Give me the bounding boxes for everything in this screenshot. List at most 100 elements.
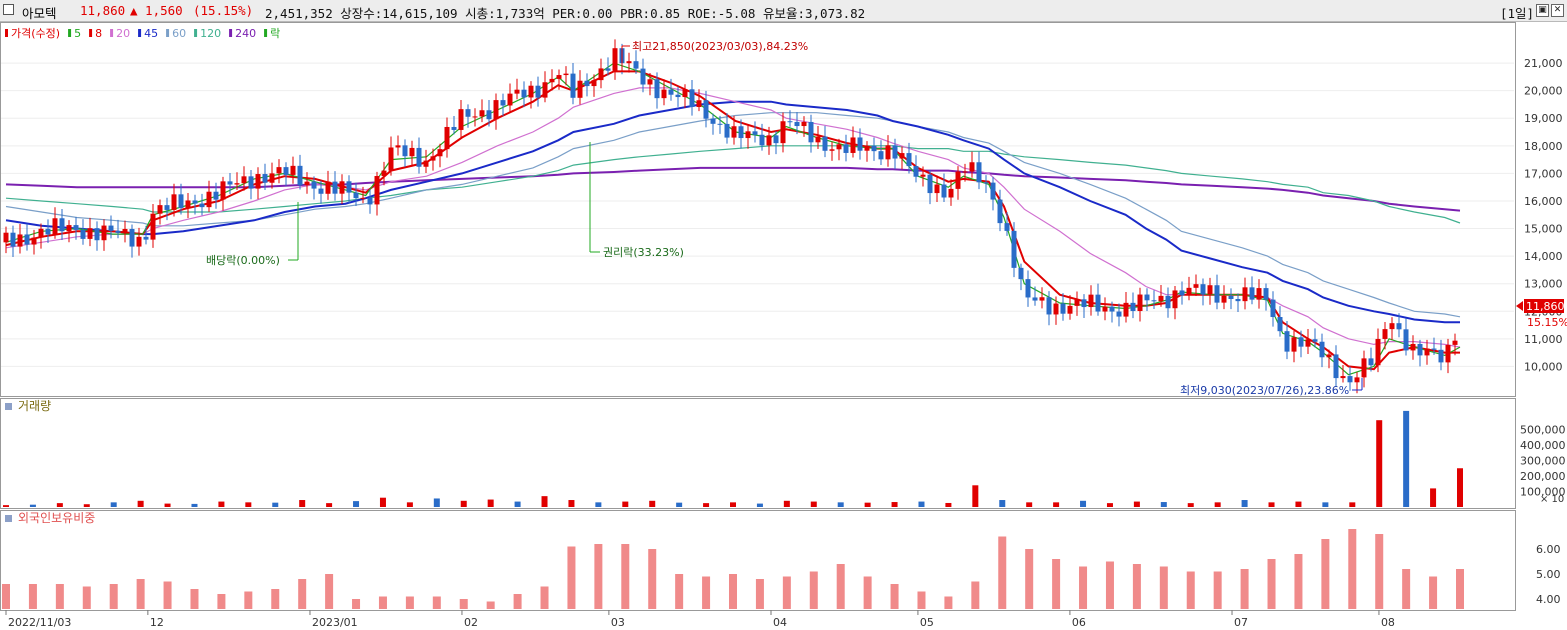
price-tick-label: 13,000 [1524, 278, 1563, 291]
candle-body [1389, 323, 1395, 330]
foreign-bar [82, 586, 91, 609]
date-tick-label: 02 [464, 616, 478, 629]
candle-body [1011, 230, 1017, 268]
candle-body [1053, 303, 1059, 315]
date-tick-label: 07 [1234, 616, 1248, 629]
volume-bar [1295, 501, 1302, 507]
candle-body [1417, 343, 1423, 356]
candle-body [892, 145, 898, 159]
candle-body [17, 234, 23, 247]
volume-panel-icon [5, 403, 12, 410]
candle-body [948, 188, 954, 198]
volume-bar [460, 500, 467, 507]
candle-body [458, 109, 464, 130]
candle-body [1438, 349, 1444, 363]
candle-body [710, 118, 716, 124]
volume-bar [864, 502, 871, 507]
candle-body [759, 134, 765, 146]
foreign-bar [863, 576, 872, 609]
candle-body [185, 200, 191, 208]
volume-bar [649, 500, 656, 507]
dividend-annotation: 배당락(0.00%) [206, 202, 299, 267]
volume-bar [3, 505, 9, 507]
candle-body [24, 234, 30, 245]
foreign-tick-label: 6.00 [1536, 543, 1561, 556]
candle-body [857, 137, 863, 151]
candle-body [451, 126, 457, 130]
candle-body [528, 85, 534, 98]
volume-bar [972, 485, 979, 507]
candle-body [1249, 287, 1255, 300]
candle-body [346, 181, 352, 193]
volume-bar [945, 502, 952, 507]
legend-swatch [194, 29, 198, 37]
close-icon[interactable]: ✕ [1551, 4, 1564, 17]
candle-body [885, 145, 891, 160]
candle-body [500, 100, 506, 106]
candle-body [1354, 377, 1360, 383]
price-tick-label: 15,000 [1524, 223, 1563, 236]
foreign-bar [1294, 554, 1303, 609]
foreign-panel: 외국인보유비중 6.00 5.00 4.00 [0, 510, 1561, 611]
foreign-bar [944, 596, 953, 609]
candle-body [983, 182, 989, 184]
foreign-bar [1402, 569, 1411, 609]
candle-body [1186, 287, 1192, 296]
candle-body [1018, 267, 1024, 280]
quote-info: 2,451,352 상장수:14,615,109 시총:1,733억 PER:0… [265, 6, 866, 21]
candle-body [402, 145, 408, 157]
volume-bar [1080, 500, 1087, 507]
candle-body [598, 68, 604, 81]
candle-body [1424, 348, 1430, 356]
candle-body [143, 236, 149, 240]
candle-body [80, 229, 86, 239]
candle-body [1060, 303, 1066, 314]
candle-body [423, 160, 429, 167]
volume-bar [541, 496, 548, 507]
foreign-bar [1240, 569, 1249, 609]
candle-body [255, 174, 261, 189]
candle-body [675, 94, 681, 98]
foreign-bar [1375, 534, 1384, 609]
candle-body [171, 194, 177, 210]
candle-body [521, 89, 527, 98]
candle-body [738, 126, 744, 139]
volume-tick-label: 400,000 [1520, 439, 1566, 452]
candle-body [1305, 339, 1311, 347]
date-tick-label: 2023/01 [312, 616, 358, 629]
volume-bar [353, 501, 360, 507]
foreign-bar [1025, 549, 1034, 609]
foreign-bar [702, 576, 711, 609]
volume-bar [245, 502, 252, 507]
select-checkbox[interactable] [3, 4, 14, 15]
candle-body [1256, 288, 1262, 300]
candle-body [801, 121, 807, 127]
candle-body [955, 171, 961, 189]
candle-body [38, 228, 44, 238]
volume-bar [29, 504, 36, 507]
candle-body [129, 228, 135, 247]
volume-bar [218, 501, 225, 507]
candle-body [822, 136, 828, 151]
legend-label: 240 [235, 27, 256, 40]
foreign-bar [2, 584, 10, 609]
volume-tick-label: 200,000 [1520, 470, 1566, 483]
candle-body [731, 126, 737, 138]
candle-body [843, 144, 849, 153]
volume-y-axis: 500,000 400,000 300,000 200,000 100,000× 10 [1520, 424, 1566, 506]
candle-body [836, 144, 842, 150]
candle-body [577, 80, 583, 98]
volume-bar [1026, 502, 1033, 507]
candle-body [94, 228, 100, 241]
date-tick-label: 05 [920, 616, 934, 629]
candle-body [682, 89, 688, 98]
maximize-icon[interactable]: ▣ [1536, 4, 1549, 17]
candle-body [514, 89, 520, 94]
candle-body [1081, 299, 1087, 308]
candle-body [584, 80, 590, 87]
candle-body [927, 174, 933, 194]
candle-body [1396, 323, 1402, 330]
period-label[interactable]: [1일] [1500, 6, 1535, 21]
foreign-bar [594, 544, 603, 609]
foreign-bar [1105, 561, 1114, 609]
